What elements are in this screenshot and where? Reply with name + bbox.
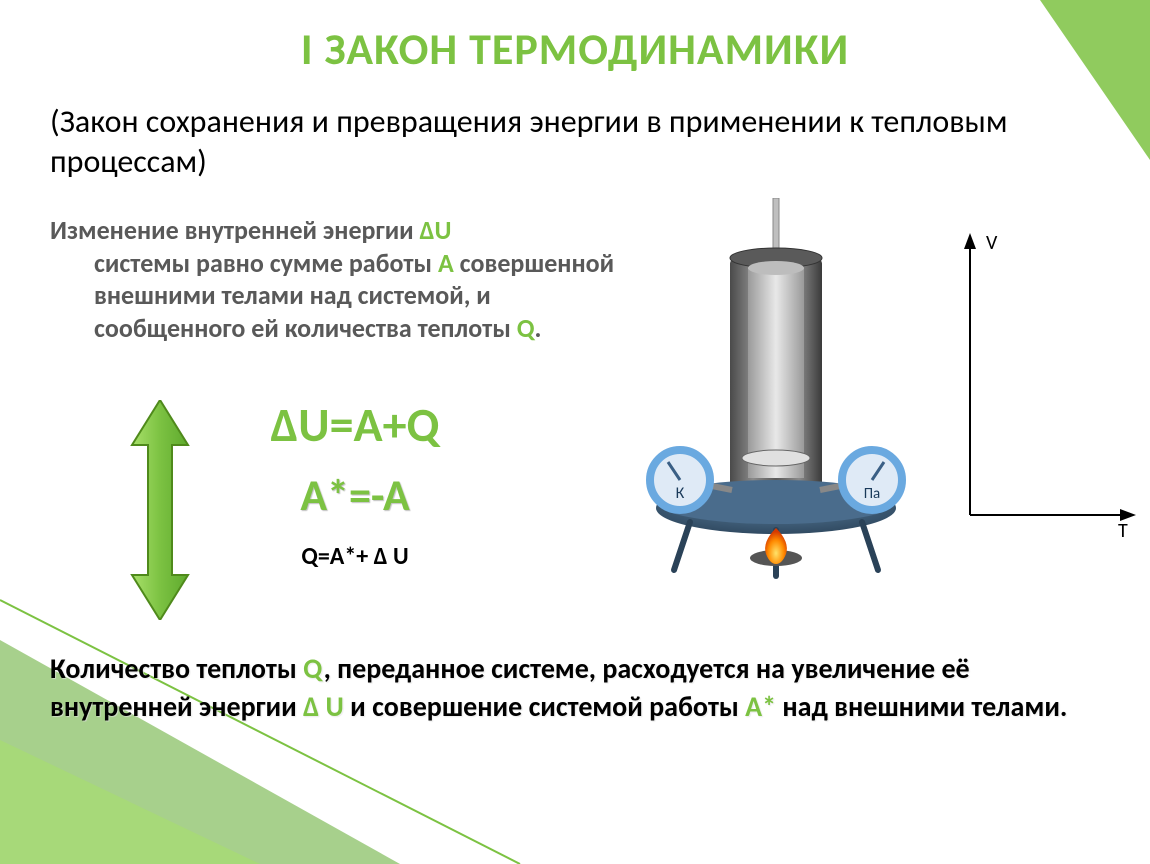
vt-graph: V T [950,225,1140,545]
desc-dU: ΔU [420,214,452,246]
description: Изменение внутренней энергии ΔU системы … [50,214,620,344]
formula3-post: U [388,542,409,571]
bottom-t1: Количество теплоты [50,651,303,686]
graph-x-label: T [1118,519,1128,543]
desc-tail: . [535,312,542,344]
desc-A: А [438,247,454,279]
bottom-Q: Q [303,651,324,686]
bottom-t3: и совершение системой работы [344,689,745,724]
formula3-delta: Δ [374,542,388,571]
formula1-body: U=A+Q [298,395,439,454]
formula-2: A*=-A [215,468,495,522]
gauge-right-label: Па [864,485,881,503]
desc-pre: Изменение внутренней энергии [50,214,420,246]
formula-1: ΔU=A+Q [215,395,495,454]
desc-Q: Q [517,312,535,344]
bottom-t4: над внешними телами. [776,689,1067,724]
slide-subtitle: (Закон сохранения и превращения энергии … [50,102,1050,182]
formulas-block: ΔU=A+Q A*=-A Q=A*+ Δ U [215,395,495,571]
slide-title: I ЗАКОН ТЕРМОДИНАМИКИ [0,22,1150,76]
double-arrow-icon [130,400,190,620]
bottom-dU: Δ U [303,689,344,724]
apparatus-illustration: К Па [610,198,950,598]
bottom-A: A* [745,689,776,724]
desc-mid1: системы равно сумме работы [94,247,438,279]
slide: I ЗАКОН ТЕРМОДИНАМИКИ (Закон сохранения … [0,0,1150,864]
graph-y-label: V [986,231,998,255]
gauge-left-label: К [676,484,685,503]
formula-3: Q=A*+ Δ U [215,542,495,571]
bottom-statement: Количество теплоты Q, переданное системе… [50,650,1110,726]
formula3-pre: Q=A*+ [301,542,373,571]
formula1-delta: Δ [271,395,299,454]
